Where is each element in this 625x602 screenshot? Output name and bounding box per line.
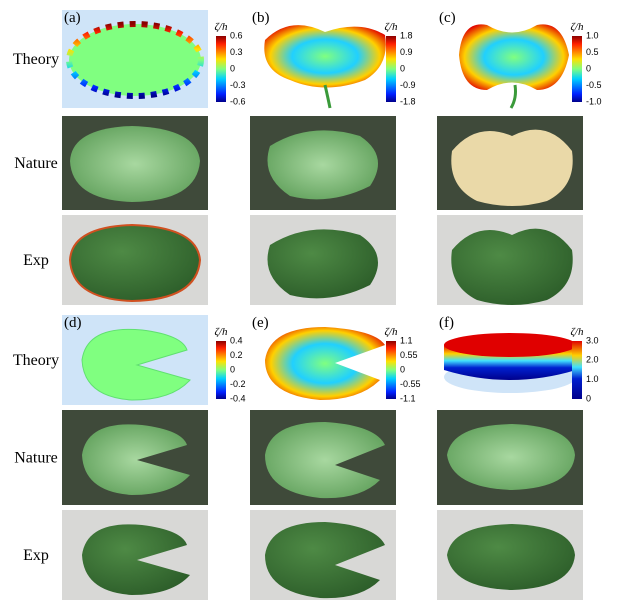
colorbar-tick: 0.9 (400, 47, 413, 57)
leaf (447, 524, 575, 590)
panel-image (250, 315, 396, 405)
surface (265, 327, 385, 400)
surface (264, 25, 386, 88)
colorbar-tick: -0.2 (230, 379, 246, 389)
leaf (265, 522, 385, 599)
colorbar-tick: 0 (230, 63, 235, 73)
panel-label: (e) (252, 315, 269, 331)
colorbar (572, 36, 582, 102)
panel-label: (f) (439, 315, 454, 331)
leaf (267, 229, 378, 299)
leaf (265, 422, 385, 499)
colorbar-tick: -0.9 (400, 80, 416, 90)
colorbar-label: ζ/h (384, 326, 398, 338)
panel-image (250, 116, 396, 210)
row-label: Theory (13, 352, 59, 369)
surface-top (444, 333, 576, 357)
panel-image (437, 215, 583, 305)
colorbar-tick: -0.4 (230, 393, 246, 403)
leaf (451, 129, 573, 206)
colorbar-tick: 2.0 (586, 355, 599, 365)
panel-image (62, 315, 208, 405)
row-label: Nature (14, 450, 58, 467)
panel-image (437, 510, 583, 600)
colorbar-label: ζ/h (214, 326, 228, 338)
panel-image (250, 410, 396, 505)
row-label: Theory (13, 51, 59, 68)
colorbar-label: ζ/h (570, 326, 584, 338)
panel-image (250, 215, 396, 305)
colorbar (572, 341, 582, 399)
colorbar-tick: -0.3 (230, 80, 246, 90)
leaf (451, 228, 573, 305)
colorbar-tick: 1.0 (586, 30, 599, 40)
colorbar-tick: 0.2 (230, 350, 243, 360)
colorbar-tick: 0.5 (586, 47, 599, 57)
leaf (82, 424, 190, 495)
colorbar-tick: 0 (230, 364, 235, 374)
leaf (267, 130, 378, 200)
colorbar (386, 341, 396, 399)
row-label: Exp (23, 547, 49, 564)
colorbar-tick: 3.0 (586, 335, 599, 345)
panel-image (62, 10, 208, 108)
colorbar (386, 36, 396, 102)
colorbar (216, 341, 226, 399)
leaf (70, 126, 200, 202)
colorbar-tick: 1.0 (586, 374, 599, 384)
panel-image (62, 215, 208, 305)
colorbar-tick: 0 (586, 63, 591, 73)
colorbar-tick: -1.0 (586, 96, 602, 106)
colorbar-tick: 0 (400, 364, 405, 374)
stem (509, 84, 517, 109)
colorbar-tick: -0.6 (230, 96, 246, 106)
colorbar-tick: -1.8 (400, 96, 416, 106)
leaf (447, 424, 575, 490)
colorbar-tick: 0.3 (230, 47, 243, 57)
colorbar-label: ζ/h (384, 21, 398, 33)
row-label: Exp (23, 252, 49, 269)
panel-image (250, 10, 396, 109)
panel-label: (c) (439, 10, 456, 26)
panel-label: (b) (252, 10, 270, 26)
panel-image (437, 116, 583, 210)
colorbar-tick: -0.55 (400, 379, 421, 389)
panel-label: (a) (64, 10, 81, 26)
colorbar-label: ζ/h (214, 21, 228, 33)
leaf (82, 524, 190, 595)
panel-image (437, 10, 583, 109)
row-label: Nature (14, 155, 58, 172)
surface (66, 21, 204, 99)
stem (323, 84, 332, 109)
colorbar-tick: 0 (586, 393, 591, 403)
colorbar (216, 36, 226, 102)
colorbar-tick: 0 (400, 63, 405, 73)
colorbar-tick: -1.1 (400, 393, 416, 403)
colorbar-tick: -0.5 (586, 80, 602, 90)
panel-image (62, 116, 208, 210)
colorbar-tick: 0.55 (400, 350, 418, 360)
panel-label: (d) (64, 315, 82, 331)
leaf (68, 223, 202, 303)
colorbar-label: ζ/h (570, 21, 584, 33)
colorbar-tick: 0.6 (230, 30, 243, 40)
surface (81, 328, 191, 401)
panel-image (250, 510, 396, 600)
panel-image (62, 510, 208, 600)
colorbar-tick: 1.8 (400, 30, 413, 40)
surface (459, 24, 569, 90)
panel-image (62, 410, 208, 505)
panel-image (437, 410, 583, 505)
colorbar-tick: 1.1 (400, 335, 413, 345)
panel-image (437, 315, 583, 405)
colorbar-tick: 0.4 (230, 335, 243, 345)
